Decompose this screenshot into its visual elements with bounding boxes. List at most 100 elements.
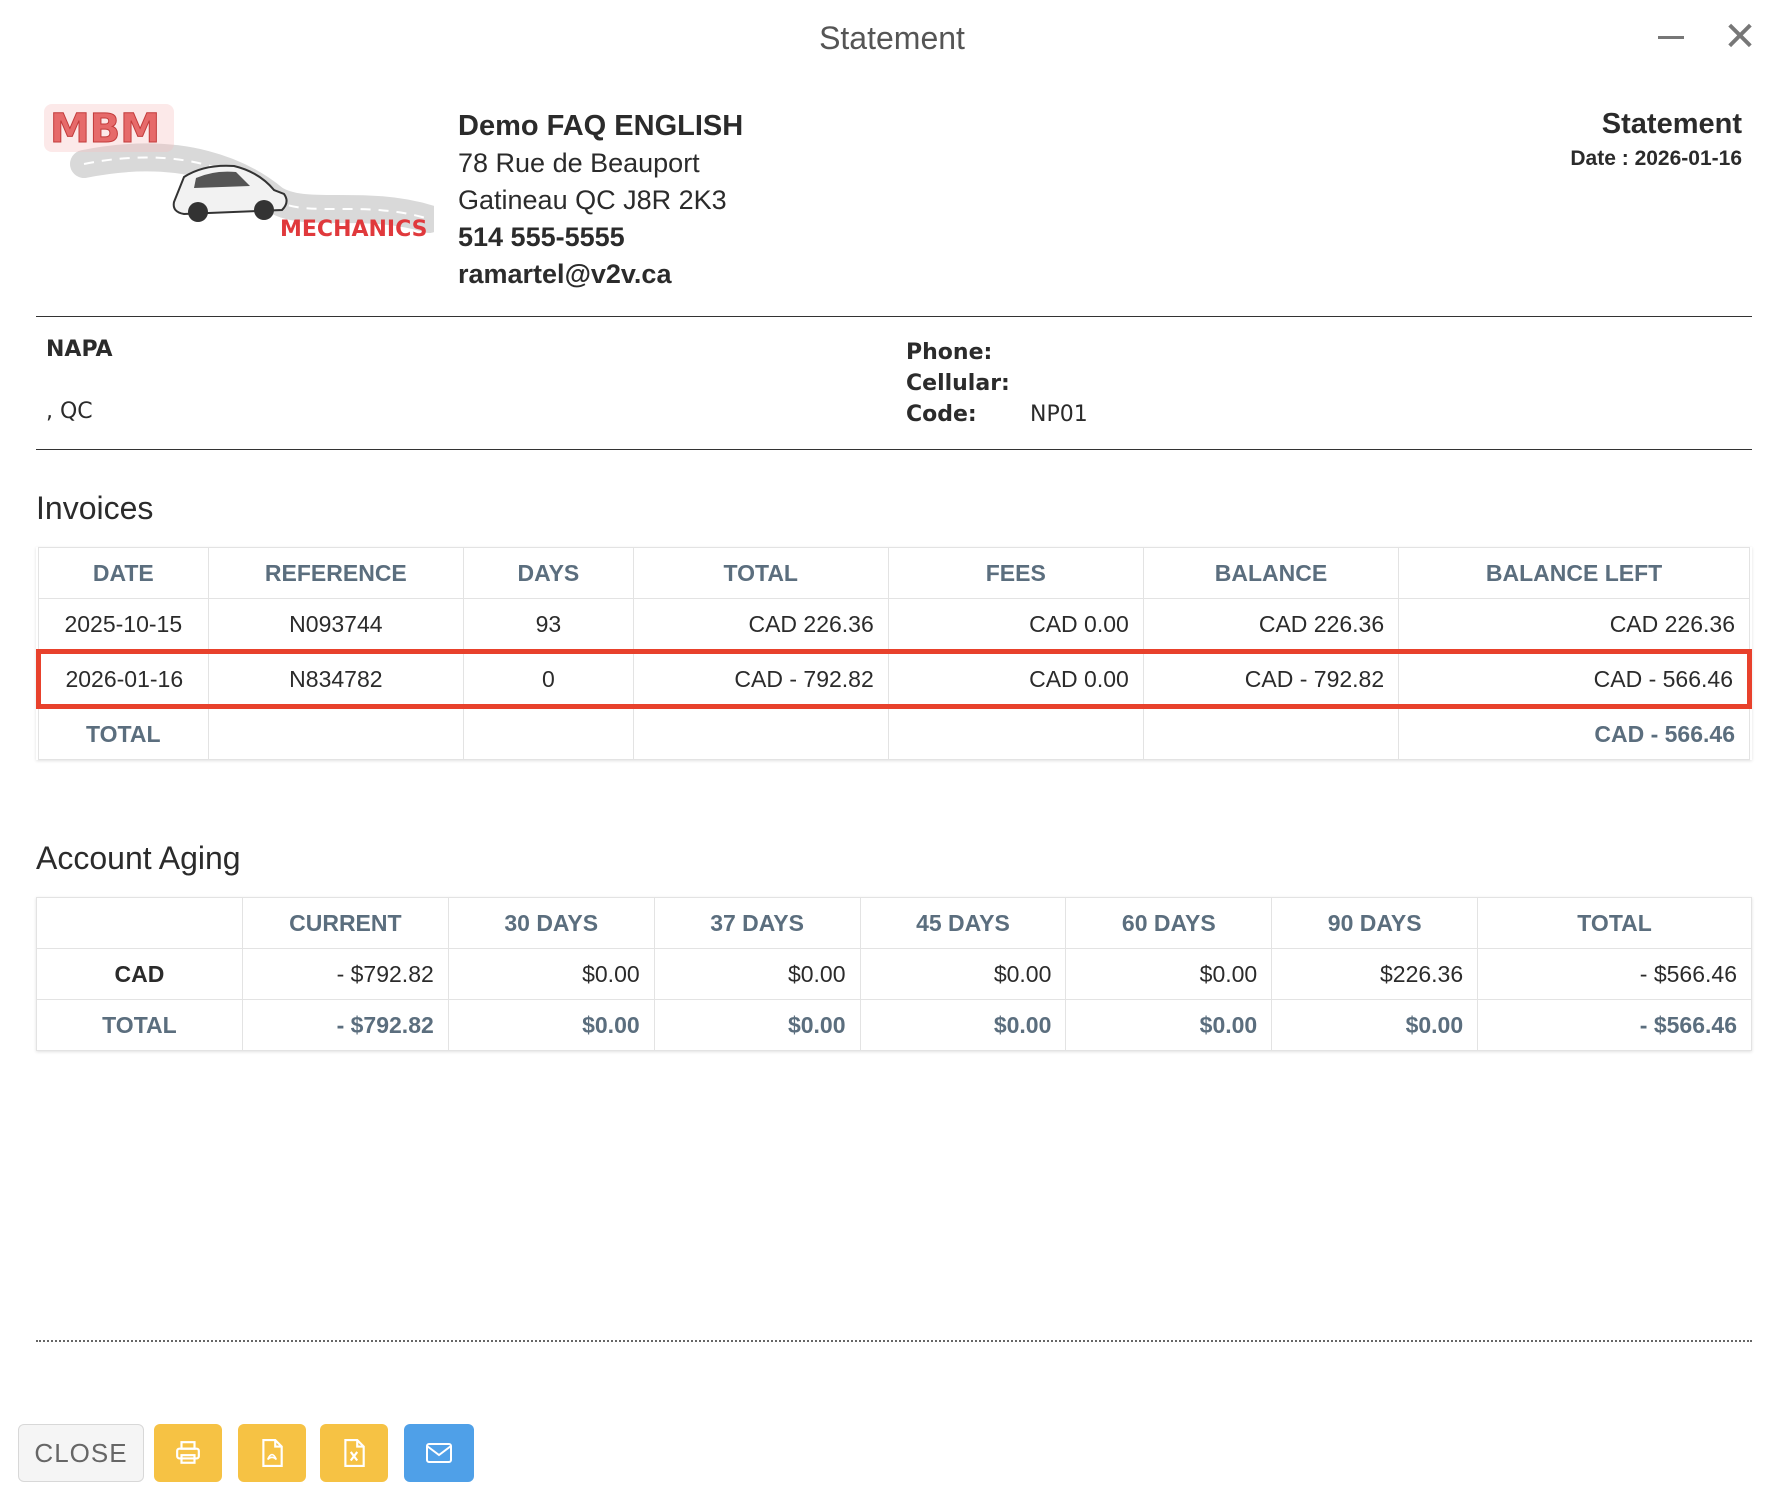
aging-total-value: - $566.46 <box>1477 999 1752 1051</box>
invoices-total-row: TOTAL CAD - 566.46 <box>38 706 1750 760</box>
statement-title: Statement <box>1601 108 1742 140</box>
aging-total-row: TOTAL - $792.82 $0.00 $0.00 $0.00 $0.00 … <box>36 999 1752 1051</box>
invoice-total: CAD 226.36 <box>632 598 889 652</box>
aging-total-label: TOTAL <box>36 999 243 1051</box>
aging-value: $0.00 <box>859 948 1067 1000</box>
invoice-balance-left: CAD 226.36 <box>1398 598 1750 652</box>
invoice-days: 93 <box>463 598 634 652</box>
empty-cell <box>207 706 465 760</box>
statement-date-value: 2026-01-16 <box>1634 147 1742 170</box>
svg-text:MBM: MBM <box>50 106 160 152</box>
client-code: NP01 <box>1030 402 1088 427</box>
invoice-total: CAD - 792.82 <box>632 649 889 709</box>
aging-total-value: $0.00 <box>653 999 861 1051</box>
empty-cell <box>463 706 634 760</box>
column-header-date[interactable]: DATE <box>38 547 209 599</box>
aging-total-value: $0.00 <box>1065 999 1273 1051</box>
close-window-button[interactable]: ✕ <box>1720 15 1760 59</box>
print-button[interactable] <box>154 1424 222 1482</box>
aging-currency-label: CAD <box>36 948 243 1000</box>
client-address: , QC <box>46 399 93 424</box>
aging-header-row: CURRENT 30 DAYS 37 DAYS 45 DAYS 60 DAYS … <box>36 897 1752 949</box>
footer-divider <box>36 1340 1752 1342</box>
client-contact: Phone: Cellular: Code: NP01 <box>906 337 1088 430</box>
excel-icon <box>344 1439 365 1467</box>
column-header-37-days: 37 DAYS <box>653 897 861 949</box>
column-header-days[interactable]: DAYS <box>463 547 634 599</box>
company-address-line1: 78 Rue de Beauport <box>458 148 700 178</box>
column-header-reference[interactable]: REFERENCE <box>207 547 465 599</box>
company-phone: 514 555-5555 <box>458 222 625 252</box>
invoices-title: Invoices <box>36 490 154 526</box>
column-header-current: CURRENT <box>241 897 449 949</box>
print-icon <box>176 1441 200 1464</box>
client-cellular-label: Cellular: <box>906 371 1010 396</box>
column-header-balance[interactable]: BALANCE <box>1142 547 1400 599</box>
minimize-button[interactable] <box>1650 18 1690 58</box>
client-name: NAPA <box>46 337 113 362</box>
invoice-date: 2025-10-15 <box>38 598 209 652</box>
invoice-days: 0 <box>463 649 634 709</box>
company-address-line2: Gatineau QC J8R 2K3 <box>458 185 727 215</box>
email-button[interactable] <box>404 1424 474 1482</box>
client-phone-label: Phone: <box>906 340 993 365</box>
aging-total-value: $0.00 <box>1271 999 1479 1051</box>
close-button[interactable]: CLOSE <box>18 1424 144 1482</box>
header-divider <box>36 316 1752 317</box>
aging-value: $0.00 <box>1065 948 1273 1000</box>
invoice-balance: CAD - 792.82 <box>1142 649 1400 709</box>
email-icon <box>426 1443 452 1463</box>
table-row-highlighted[interactable]: 2026-01-16 N834782 0 CAD - 792.82 CAD 0.… <box>36 649 1752 709</box>
car-icon <box>172 164 288 222</box>
invoice-date: 2026-01-16 <box>36 649 209 709</box>
aging-value: - $792.82 <box>241 948 449 1000</box>
statement-date: Date : 2026-01-16 <box>1570 147 1742 171</box>
aging-value: - $566.46 <box>1477 948 1752 1000</box>
window-title: Statement <box>819 20 965 56</box>
empty-cell <box>1142 706 1400 760</box>
column-header-balance-left[interactable]: BALANCE LEFT <box>1398 547 1750 599</box>
aging-value: $226.36 <box>1271 948 1479 1000</box>
export-pdf-button[interactable] <box>238 1424 306 1482</box>
column-header-total[interactable]: TOTAL <box>632 547 889 599</box>
company-name: Demo FAQ ENGLISH <box>458 110 744 142</box>
invoices-total-label: TOTAL <box>38 706 209 760</box>
aging-total-value: - $792.82 <box>241 999 449 1051</box>
window-titlebar: Statement ✕ <box>0 0 1784 80</box>
export-excel-button[interactable] <box>320 1424 388 1482</box>
statement-date-label: Date : <box>1570 147 1629 170</box>
invoice-fees: CAD 0.00 <box>887 598 1144 652</box>
client-code-label: Code: <box>906 402 977 427</box>
column-header-45-days: 45 DAYS <box>859 897 1067 949</box>
invoice-balance: CAD 226.36 <box>1142 598 1400 652</box>
invoices-table: DATE REFERENCE DAYS TOTAL FEES BALANCE B… <box>36 547 1752 760</box>
client-divider <box>36 449 1752 450</box>
aging-value: $0.00 <box>653 948 861 1000</box>
close-icon: ✕ <box>1723 15 1757 59</box>
column-header-fees[interactable]: FEES <box>887 547 1144 599</box>
column-header-currency <box>36 897 243 949</box>
table-row[interactable]: 2025-10-15 N093744 93 CAD 226.36 CAD 0.0… <box>38 598 1750 652</box>
statement-document: MBM MECHANICS Demo FAQ ENGLISH 78 Rue de… <box>36 90 1752 1051</box>
invoices-total-value: CAD - 566.46 <box>1398 706 1750 760</box>
invoice-balance-left: CAD - 566.46 <box>1398 649 1752 709</box>
svg-text:MECHANICS: MECHANICS <box>280 217 428 242</box>
company-email: ramartel@v2v.ca <box>458 259 672 289</box>
aging-value: $0.00 <box>447 948 655 1000</box>
statement-info: Statement Date : 2026-01-16 <box>1570 108 1742 171</box>
empty-cell <box>632 706 889 760</box>
empty-cell <box>887 706 1144 760</box>
pdf-icon <box>262 1439 283 1467</box>
statement-header: MBM MECHANICS Demo FAQ ENGLISH 78 Rue de… <box>36 90 1752 316</box>
column-header-30-days: 30 DAYS <box>447 897 655 949</box>
company-logo: MBM MECHANICS <box>44 104 434 242</box>
aging-total-value: $0.00 <box>447 999 655 1051</box>
invoices-header-row: DATE REFERENCE DAYS TOTAL FEES BALANCE B… <box>38 547 1750 599</box>
invoice-reference: N093744 <box>207 598 465 652</box>
column-header-90-days: 90 DAYS <box>1271 897 1479 949</box>
invoice-fees: CAD 0.00 <box>887 649 1144 709</box>
table-row: CAD - $792.82 $0.00 $0.00 $0.00 $0.00 $2… <box>36 948 1752 1000</box>
company-info: Demo FAQ ENGLISH 78 Rue de Beauport Gati… <box>458 108 743 293</box>
column-header-60-days: 60 DAYS <box>1065 897 1273 949</box>
column-header-total: TOTAL <box>1477 897 1752 949</box>
